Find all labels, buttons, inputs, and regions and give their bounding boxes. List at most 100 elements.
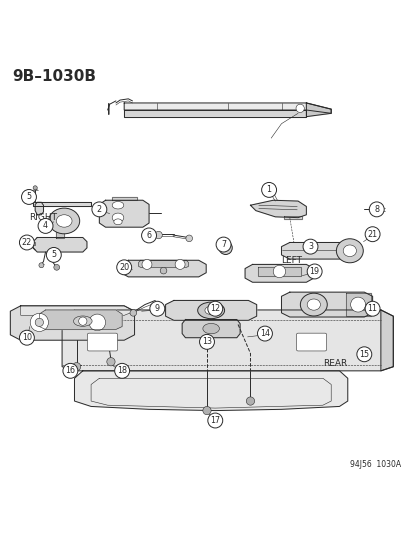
Circle shape [150,301,164,316]
Circle shape [35,318,43,327]
Polygon shape [182,319,240,338]
Circle shape [19,235,34,250]
Text: 2: 2 [97,205,102,214]
Polygon shape [281,243,347,259]
Circle shape [46,247,61,262]
Circle shape [63,364,78,378]
Circle shape [78,317,87,325]
Polygon shape [138,260,188,268]
Polygon shape [306,103,330,117]
Text: 5: 5 [26,192,31,201]
Polygon shape [99,200,149,227]
Circle shape [39,263,44,268]
Ellipse shape [74,316,92,326]
Polygon shape [10,306,134,340]
Text: 4: 4 [43,221,48,230]
Circle shape [350,297,365,312]
Text: 3: 3 [307,242,312,251]
Polygon shape [345,293,370,316]
Polygon shape [124,103,330,114]
Text: 21: 21 [367,230,377,239]
Text: 94J56  1030A: 94J56 1030A [350,459,401,469]
Circle shape [116,260,131,275]
Circle shape [222,245,228,251]
Text: 10: 10 [22,333,32,342]
Polygon shape [281,292,372,317]
Circle shape [92,202,107,217]
Circle shape [160,268,166,274]
FancyBboxPatch shape [296,333,326,351]
Circle shape [375,206,381,213]
Ellipse shape [306,299,320,310]
Polygon shape [121,260,206,277]
Polygon shape [112,197,136,200]
Ellipse shape [204,306,217,314]
Text: 18: 18 [117,366,127,375]
Circle shape [142,260,152,269]
Text: 9B–1030B: 9B–1030B [12,69,96,84]
Text: 11: 11 [367,304,377,313]
Text: 20: 20 [119,263,129,272]
Ellipse shape [112,201,123,209]
Circle shape [207,413,222,428]
Circle shape [199,334,214,349]
Polygon shape [124,110,306,117]
FancyBboxPatch shape [87,333,117,351]
Text: 19: 19 [309,267,319,276]
Ellipse shape [202,324,219,334]
Polygon shape [35,203,43,215]
Circle shape [141,228,156,243]
Ellipse shape [112,213,123,222]
Polygon shape [380,310,392,371]
Circle shape [33,186,37,190]
Ellipse shape [335,239,363,263]
Text: 16: 16 [65,366,75,375]
Polygon shape [56,229,64,238]
Text: 13: 13 [202,337,211,346]
Circle shape [218,241,232,254]
Circle shape [261,182,276,197]
Circle shape [114,364,129,378]
Polygon shape [62,310,74,316]
Circle shape [19,330,34,345]
Polygon shape [257,268,301,276]
Circle shape [273,265,285,278]
Text: LEFT: LEFT [281,256,302,265]
Polygon shape [33,238,87,252]
Circle shape [295,104,304,112]
Circle shape [364,227,379,241]
Text: 15: 15 [358,350,368,359]
Circle shape [257,326,272,341]
Polygon shape [250,200,306,217]
Ellipse shape [56,215,72,227]
Circle shape [38,219,53,233]
Polygon shape [28,243,35,245]
Circle shape [107,358,115,366]
Text: RIGHT: RIGHT [29,213,57,222]
Circle shape [185,235,192,241]
Text: 17: 17 [210,416,220,425]
Ellipse shape [197,302,224,319]
Text: 14: 14 [259,329,269,338]
Circle shape [130,310,136,316]
Circle shape [306,264,321,279]
Circle shape [368,202,383,217]
Polygon shape [283,216,301,219]
Circle shape [364,301,379,316]
Circle shape [202,407,211,415]
Text: 5: 5 [51,251,56,260]
Circle shape [216,237,230,252]
Polygon shape [74,371,347,410]
Text: 8: 8 [373,205,378,214]
Polygon shape [165,301,256,320]
Ellipse shape [342,245,356,256]
Text: REAR: REAR [322,359,347,368]
Circle shape [175,260,185,269]
Circle shape [30,313,48,332]
Circle shape [356,347,371,362]
Circle shape [246,397,254,405]
Polygon shape [33,203,91,206]
Ellipse shape [48,208,79,234]
Polygon shape [21,306,134,316]
Circle shape [72,362,81,371]
